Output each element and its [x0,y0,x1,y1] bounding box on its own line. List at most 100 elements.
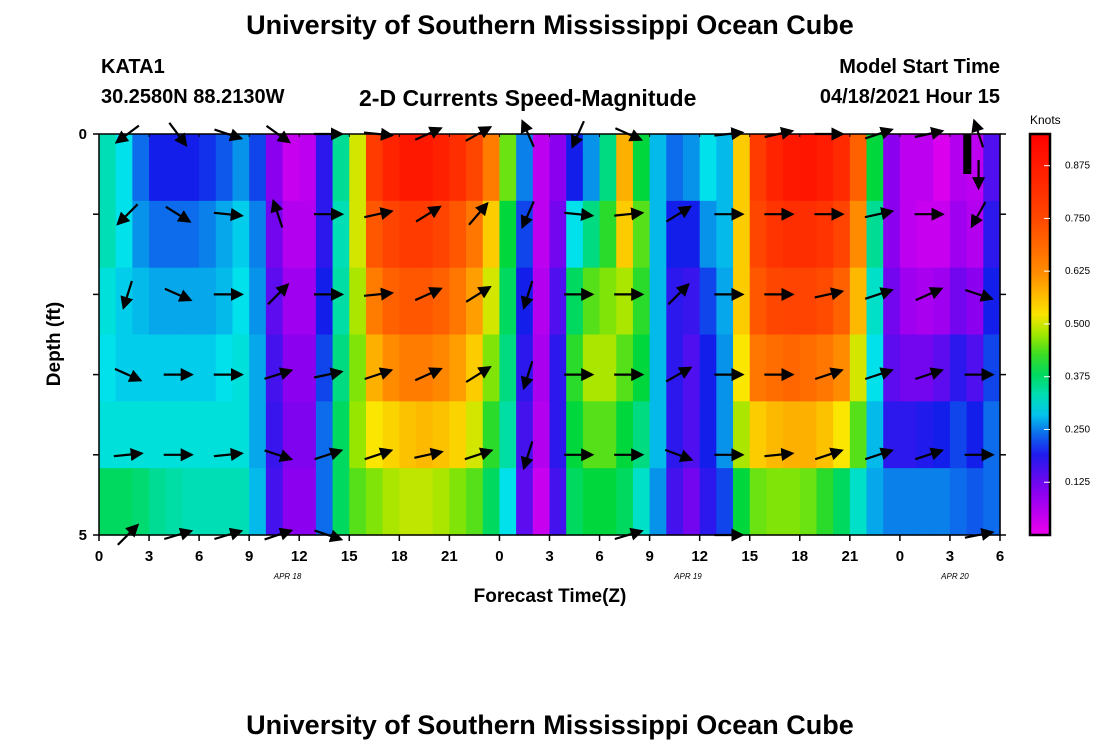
heatmap-cell [199,401,217,469]
heatmap-cell [949,267,968,336]
x-tick-label: 9 [245,548,253,565]
heatmap-cell [783,267,801,336]
heatmap-cell [299,401,317,469]
x-tick-label: 9 [645,548,653,565]
heatmap-cell [549,200,567,269]
current-vector-arrow [814,287,845,301]
heatmap-cell [532,401,551,469]
heatmap-cell [332,468,350,536]
heatmap-cell [282,468,300,536]
heatmap-cell [966,267,984,336]
x-tick-label: 15 [341,548,358,565]
heatmap-cell [215,468,234,536]
current-vector-arrow [520,441,534,471]
heatmap-cell [933,200,951,269]
heatmap-cell [165,267,184,336]
heatmap-cell [866,468,884,536]
heatmap-cell [849,200,868,269]
heatmap-cell [265,267,284,336]
heatmap-cell [933,468,951,536]
heatmap-cell [232,200,250,269]
heatmap-cell [883,334,901,402]
heatmap-cell [566,134,584,202]
heatmap-cell [883,468,901,536]
heatmap-cell [282,200,300,269]
heatmap-cell [399,334,417,402]
heatmap-cell [449,401,467,469]
y-tick-label: 0 [79,126,87,143]
x-tick-label: 0 [495,548,503,565]
heatmap-cell [899,401,918,469]
heatmap-cell [833,468,851,536]
heatmap-cell [766,334,784,402]
heatmap-cell [783,200,801,269]
current-vector-arrow [314,447,344,461]
heatmap-cell [399,468,417,536]
heatmap-cell [966,334,984,402]
heatmap-cell [799,267,818,336]
heatmap-cell [949,200,968,269]
heatmap-cell [532,334,551,402]
heatmap-cell [332,134,350,202]
heatmap-cell [349,200,367,269]
heatmap-cell [99,468,117,536]
x-tick-label: 15 [741,548,758,565]
current-vector-arrow [464,447,494,461]
heatmap-cell [349,134,367,202]
heatmap-cell [649,134,667,202]
current-vector-arrow [667,282,690,306]
current-vector-arrow [814,367,844,381]
heatmap-cell [232,468,250,536]
heatmap-cell [182,134,200,202]
heatmap-cell [766,468,784,536]
heatmap-cell [466,200,484,269]
heatmap-cell [315,200,334,269]
heatmap-cell [365,267,384,336]
heatmap-cell [365,468,384,536]
current-vector-arrow [665,205,693,223]
heatmap-cell [482,401,501,469]
heatmap-cell [99,267,117,336]
heatmap-cell [132,200,150,269]
heatmap-cell [983,134,1001,202]
heatmap-cell [682,334,701,402]
heatmap-cell [165,401,184,469]
heatmap-cell [849,468,868,536]
heatmap-cell [332,267,350,336]
heatmap-cell [866,134,884,202]
heatmap-cell [416,401,434,469]
date-label: APR 19 [673,572,702,581]
current-vector-arrow [165,205,192,223]
x-tick-label: 3 [145,548,153,565]
current-vector-arrow [414,287,443,302]
current-vector-arrow [864,367,894,381]
heatmap-cell [566,401,584,469]
heatmap-cell [749,468,768,536]
heatmap-cell [149,468,167,536]
page-title: University of Southern Mississippi Ocean… [246,10,854,40]
heatmap-cell [582,334,601,402]
heatmap-cell [115,134,133,202]
heatmap-cell [599,401,617,469]
current-vector-arrow [415,205,442,223]
colorbar-tick-label: 0.250 [1065,424,1090,435]
heatmap-cell [682,468,701,536]
heatmap-cell [265,334,284,402]
heatmap-cell [416,134,434,202]
heatmap-cell [149,134,167,202]
station-coords: 30.2580N 88.2130W [101,86,285,108]
current-vector-arrow [213,447,244,462]
heatmap-cell [132,468,150,536]
heatmap-cell [649,200,667,269]
heatmap-cell [249,468,267,536]
heatmap-cell [866,334,884,402]
heatmap-cell [666,134,684,202]
heatmap-cell [833,134,851,202]
heatmap-cell [716,468,734,536]
heatmap-cell [716,200,734,269]
heatmap-cell [799,134,818,202]
colorbar-tick-label: 0.500 [1065,319,1090,330]
x-tick-label: 12 [291,548,308,565]
heatmap-cell [599,267,617,336]
heatmap-cell [549,401,567,469]
